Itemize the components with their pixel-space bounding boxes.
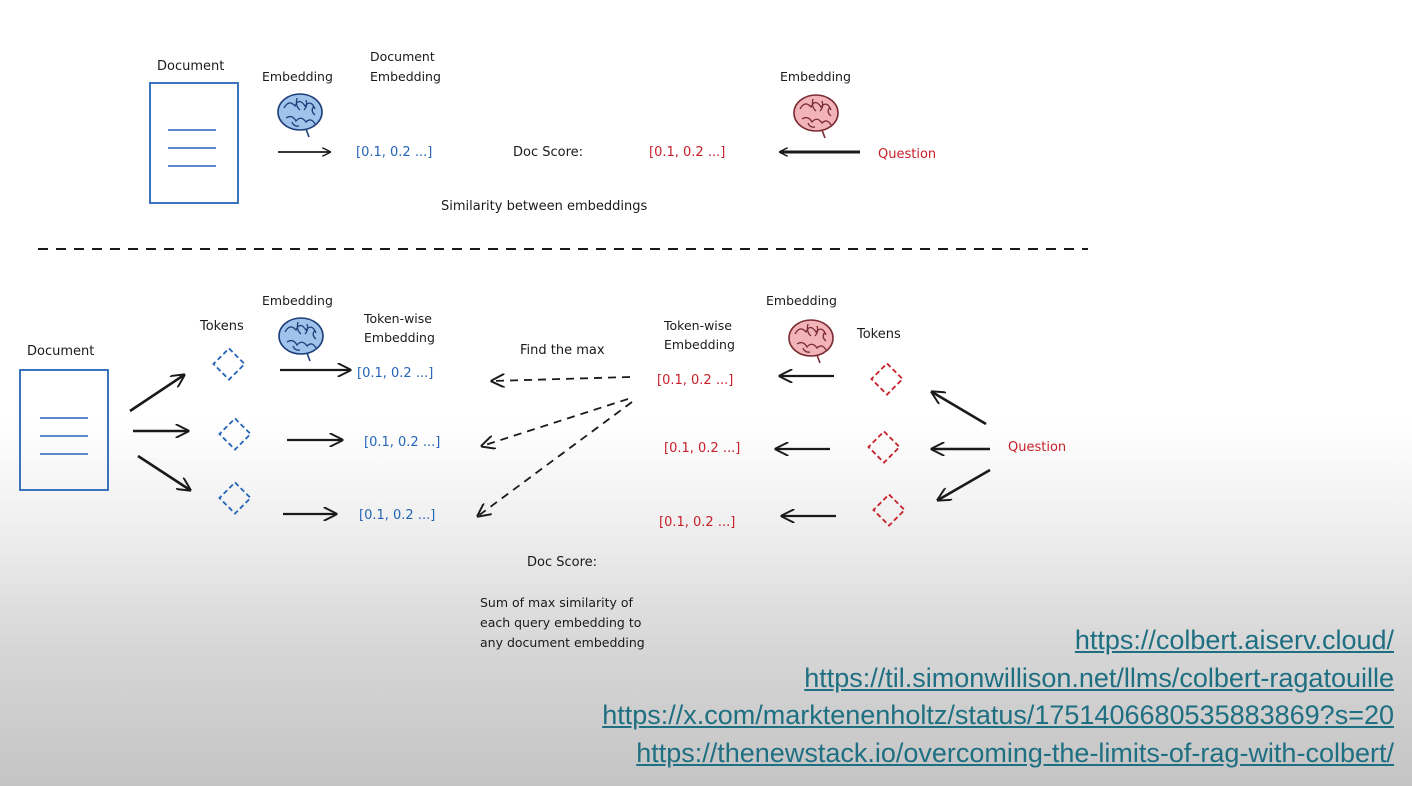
bottom-doc-vector-2: [0.1, 0.2 ...] bbox=[364, 435, 440, 450]
top-embedding-left-label: Embedding bbox=[262, 69, 333, 84]
brain-icon bbox=[278, 317, 324, 362]
bottom-tokenwise-left-label-line1: Token-wise bbox=[363, 311, 432, 326]
top-embedding-right-label: Embedding bbox=[780, 69, 851, 84]
link-thenewstack[interactable]: https://thenewstack.io/overcoming-the-li… bbox=[636, 737, 1394, 768]
brain-icon bbox=[793, 94, 839, 139]
arrow-icon bbox=[932, 392, 987, 426]
top-doc-embedding-label-line2: Embedding bbox=[370, 69, 441, 84]
doc-score-description-line1: Sum of max similarity of bbox=[480, 595, 634, 610]
top-document-label: Document bbox=[157, 59, 224, 74]
token-diamond-icon bbox=[872, 493, 906, 527]
brain-icon bbox=[788, 319, 834, 364]
bottom-embedding-right-label: Embedding bbox=[766, 293, 837, 308]
brain-icon bbox=[277, 93, 323, 138]
top-question-vector: [0.1, 0.2 ...] bbox=[649, 145, 725, 160]
arrow-icon bbox=[129, 375, 184, 413]
arrow-icon bbox=[482, 398, 629, 446]
top-document-icon bbox=[149, 82, 239, 204]
arrow-icon bbox=[938, 468, 991, 500]
bottom-document-label: Document bbox=[27, 344, 94, 359]
token-diamond-icon bbox=[212, 347, 246, 381]
token-diamond-icon bbox=[867, 430, 901, 464]
arrow-icon bbox=[478, 401, 633, 516]
link-colbert-aiserv[interactable]: https://colbert.aiserv.cloud/ bbox=[1074, 625, 1394, 655]
bottom-tokenwise-left-label-line2: Embedding bbox=[364, 330, 435, 345]
find-max-label: Find the max bbox=[520, 343, 605, 358]
token-diamond-icon bbox=[218, 481, 252, 515]
token-diamond-icon bbox=[218, 417, 252, 451]
bottom-tokens-left-label: Tokens bbox=[199, 319, 244, 334]
top-similarity-caption: Similarity between embeddings bbox=[441, 199, 647, 214]
bottom-document-icon bbox=[19, 369, 109, 491]
bottom-doc-vector-3: [0.1, 0.2 ...] bbox=[359, 508, 435, 523]
top-question-label: Question bbox=[878, 147, 936, 162]
link-x-marktenenholtz[interactable]: https://x.com/marktenenholtz/status/1751… bbox=[602, 700, 1394, 730]
bottom-query-vector-1: [0.1, 0.2 ...] bbox=[657, 373, 733, 388]
bottom-query-vector-3: [0.1, 0.2 ...] bbox=[659, 515, 735, 530]
bottom-tokens-right-label: Tokens bbox=[856, 327, 901, 342]
bottom-tokenwise-right-label-line1: Token-wise bbox=[663, 318, 732, 333]
arrow-icon bbox=[492, 377, 631, 381]
token-diamond-icon bbox=[870, 362, 904, 396]
top-doc-score-label: Doc Score: bbox=[513, 145, 583, 160]
link-simonwillison-til[interactable]: https://til.simonwillison.net/llms/colbe… bbox=[804, 662, 1394, 693]
bottom-question-label: Question bbox=[1008, 440, 1066, 455]
bottom-doc-vector-1: [0.1, 0.2 ...] bbox=[357, 366, 433, 381]
bottom-tokenwise-right-label-line2: Embedding bbox=[664, 337, 735, 352]
reference-links: https://colbert.aiserv.cloud/ https://ti… bbox=[602, 622, 1394, 772]
doc-score-description-line2: each query embedding to bbox=[480, 615, 641, 630]
bottom-query-vector-2: [0.1, 0.2 ...] bbox=[664, 441, 740, 456]
top-doc-embedding-label-line1: Document bbox=[370, 49, 435, 64]
doc-score-description-line3: any document embedding bbox=[480, 635, 645, 650]
top-doc-vector: [0.1, 0.2 ...] bbox=[356, 145, 432, 160]
bottom-doc-score-label: Doc Score: bbox=[527, 555, 597, 570]
bottom-embedding-left-label: Embedding bbox=[262, 293, 333, 308]
arrow-icon bbox=[137, 454, 190, 490]
